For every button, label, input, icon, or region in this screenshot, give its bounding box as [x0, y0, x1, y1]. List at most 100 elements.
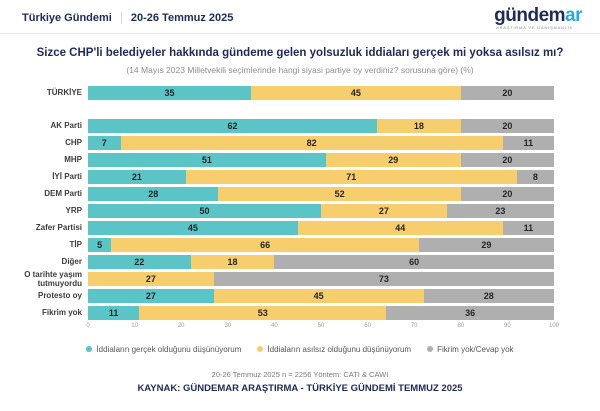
source-note: KAYNAK: GÜNDEMAR ARAŞTIRMA - TÜRKİYE GÜN…	[137, 382, 463, 394]
category-label: TİP	[69, 240, 82, 250]
bar-segment: 27	[321, 203, 447, 218]
bar-segment: 20	[460, 85, 554, 100]
bar-segment: 22	[88, 254, 191, 269]
legend-label: İddiaların gerçek olduğunu düşünüyorum	[96, 344, 242, 354]
brand-title: Türkiye Gündemi	[22, 12, 112, 24]
bar-track: 62 18 20	[88, 118, 554, 133]
bar-track: 5 66 29	[88, 237, 554, 252]
bar-segment: 20	[460, 186, 554, 201]
bar-segment: 11	[88, 305, 140, 320]
legend-item: İddiaların asılsız olduğunu düşünüyorum	[257, 345, 411, 354]
chart-subtitle: (14 Mayıs 2023 Milletvekili seçimlerinde…	[126, 64, 474, 75]
legend-label: İddiaların asılsız olduğunu düşünüyorum	[267, 344, 412, 354]
category-label: Diğer	[61, 257, 82, 267]
bar-segment: 45	[213, 288, 424, 303]
bar-segment: 27	[88, 288, 214, 303]
bar-track: 22 18 60	[88, 254, 554, 269]
bar-segment: 28	[88, 186, 219, 201]
chart-row: DEM Parti 28 52 20	[0, 186, 600, 201]
logo-main-text: gündem	[494, 5, 566, 26]
logo-wordmark: gündemar	[494, 6, 582, 25]
category-label: CHP	[65, 138, 82, 148]
category-label: MHP	[64, 155, 82, 165]
chart-row: YRP 50 27 23	[0, 203, 600, 218]
category-label: DEM Parti	[44, 189, 82, 199]
bar-segment: 8	[516, 169, 554, 184]
axis-tick-label: 10	[131, 322, 138, 329]
x-axis: 0 10 20 30 40 50 60 70 80 90 100	[0, 323, 600, 332]
axis-tick-label: 90	[504, 322, 511, 329]
chart-row: Fikrim yok 11 53 36	[0, 305, 600, 320]
bar-segment: 29	[418, 237, 554, 252]
bar-track: 45 44 11	[88, 220, 554, 235]
bar-segment: 28	[423, 288, 554, 303]
axis-tick-label: 70	[410, 322, 418, 329]
category-label: YRP	[65, 206, 82, 216]
legend: İddiaların gerçek olduğunu düşünüyorum İd…	[0, 345, 600, 354]
header-rule	[0, 33, 600, 34]
bar-track: 27 45 28	[88, 288, 554, 303]
chart-row: Zafer Partisi 45 44 11	[0, 220, 600, 235]
bar-segment: 5	[88, 237, 112, 252]
category-label: TÜRKİYE	[46, 88, 82, 98]
stacked-bar-chart: TÜRKİYE 35 45 20 AK Parti 62 18 20 CHP 7 82 11 MHP 51…	[0, 85, 600, 320]
bar-segment: 23	[446, 203, 554, 218]
bar-segment: 52	[218, 186, 461, 201]
axis-tick-label: 60	[364, 322, 371, 329]
bar-track: 27 73	[88, 271, 554, 286]
chart-title: Sizce CHP'li belediyeler hakkında gündem…	[36, 47, 564, 59]
bar-segment: 82	[120, 135, 503, 150]
chart-row: TİP 5 66 29	[0, 237, 600, 252]
category-label: O tarihte yaşım tutmuyordu	[24, 269, 82, 288]
chart-row: CHP 7 82 11	[0, 135, 600, 150]
category-label: Fikrim yok	[41, 308, 82, 318]
bar-segment: 35	[88, 85, 252, 100]
header: Türkiye Gündemi 20-26 Temmuz 2025 gündem…	[0, 5, 600, 33]
chart-row: TÜRKİYE 35 45 20	[0, 85, 600, 100]
bar-segment: 45	[88, 220, 298, 235]
methodology-note: 20-26 Temmuz 2025 n = 2256 Yöntem: CATI …	[211, 369, 389, 379]
logo-tagline: ARAŞTIRMA VE DANIŞMANLIK	[496, 25, 574, 30]
bar-segment: 36	[386, 305, 554, 320]
bar-segment: 27	[88, 271, 214, 286]
bar-segment: 44	[297, 220, 503, 235]
bar-segment: 45	[251, 85, 461, 100]
bar-segment: 20	[460, 152, 554, 167]
gundemar-logo: gündemar ARAŞTIRMA VE DANIŞMANLIK	[494, 6, 582, 30]
axis-tick-label: 20	[177, 322, 185, 329]
bar-track: 7 82 11	[88, 135, 554, 150]
axis-spacer	[0, 323, 88, 332]
bar-segment: 20	[460, 118, 554, 133]
bar-segment: 62	[88, 118, 377, 133]
bar-segment: 29	[325, 152, 461, 167]
bar-track: 35 45 20	[88, 85, 554, 100]
chart-row: Protesto oy 27 45 28	[0, 288, 600, 303]
header-left: Türkiye Gündemi 20-26 Temmuz 2025	[22, 12, 233, 24]
bar-segment: 11	[502, 220, 554, 235]
bar-track: 11 53 36	[88, 305, 554, 320]
bar-segment: 7	[88, 135, 121, 150]
bar-track: 50 27 23	[88, 203, 554, 218]
bar-segment: 18	[190, 254, 275, 269]
axis-tick-label: 100	[548, 322, 560, 329]
legend-dot-icon	[86, 346, 93, 353]
chart-row: O tarihte yaşım tutmuyordu 27 73	[0, 269, 600, 288]
header-divider	[120, 12, 122, 24]
bar-segment: 18	[376, 118, 461, 133]
axis-tick-label: 0	[86, 322, 90, 329]
header-date-range: 20-26 Temmuz 2025	[130, 12, 234, 24]
bar-segment: 71	[185, 169, 517, 184]
bar-segment: 53	[139, 305, 387, 320]
bar-track: 51 29 20	[88, 152, 554, 167]
logo-accent-text: ar	[565, 5, 582, 26]
category-label: Protesto oy	[37, 291, 82, 301]
bar-segment: 60	[274, 254, 554, 269]
bar-segment: 51	[88, 152, 326, 167]
chart-row: MHP 51 29 20	[0, 152, 600, 167]
bar-segment: 21	[88, 169, 186, 184]
legend-item: Fikrim yok/Cevap yok	[427, 345, 514, 354]
bar-segment: 50	[88, 203, 321, 218]
chart-row: AK Parti 62 18 20	[0, 118, 600, 133]
bar-track: 28 52 20	[88, 186, 554, 201]
